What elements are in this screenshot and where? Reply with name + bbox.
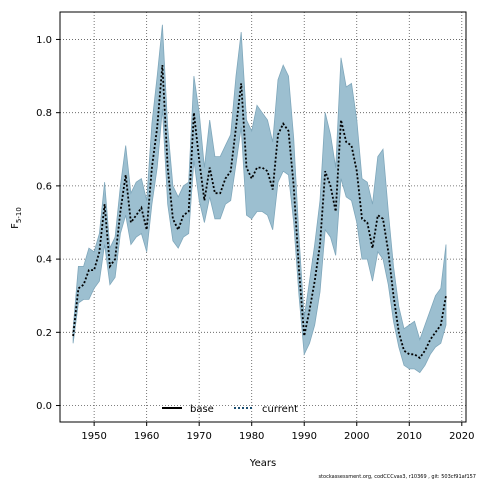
x-tick-label: 1970	[186, 431, 211, 442]
y-tick-label: 0.8	[36, 108, 52, 119]
x-tick-label: 2010	[397, 431, 422, 442]
y-axis-label-main: F	[10, 223, 21, 229]
footer-note: stockassessment.org, codCCCvas3, r10369 …	[318, 474, 476, 480]
legend-label-current: current	[262, 404, 298, 415]
series-line-current	[72, 65, 447, 360]
y-axis-ticks: 0.0 0.2 0.4 0.6 0.8 1.0	[36, 35, 60, 412]
y-axis-label-sub: 5-10	[15, 207, 23, 223]
x-tick-label: 1960	[134, 431, 159, 442]
x-tick-label: 2000	[344, 431, 369, 442]
y-tick-label: 0.0	[36, 401, 52, 412]
legend-label-base: base	[190, 404, 214, 415]
plot-frame	[59, 11, 467, 423]
x-tick-label: 1980	[239, 431, 264, 442]
y-tick-label: 0.6	[36, 181, 52, 192]
y-tick-label: 1.0	[36, 35, 52, 46]
x-axis-label: Years	[249, 458, 276, 469]
x-tick-label: 1950	[81, 431, 106, 442]
x-axis-ticks: 1950 1960 1970 1980 1990 2000 2010 2020	[81, 422, 475, 442]
confidence-band-current	[72, 24, 447, 374]
legend: base current	[162, 404, 298, 415]
y-axis-label: F5-10	[10, 207, 23, 229]
y-tick-label: 0.4	[36, 255, 52, 266]
svg-text:F5-10: F5-10	[10, 207, 23, 229]
x-tick-label: 1990	[292, 431, 317, 442]
x-tick-label: 2020	[449, 431, 474, 442]
y-tick-label: 0.2	[36, 328, 52, 339]
